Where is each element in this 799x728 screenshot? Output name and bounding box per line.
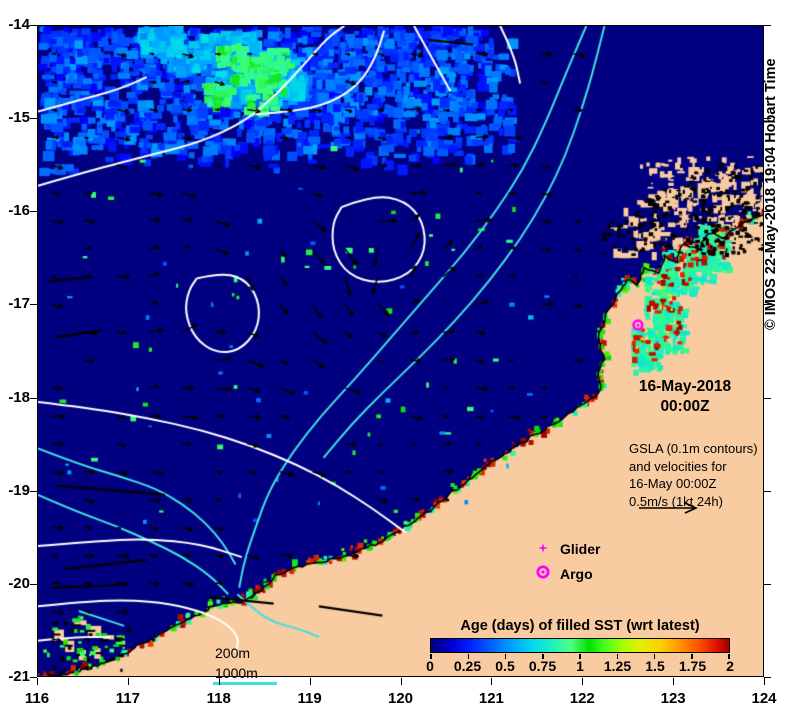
gsla-annotation-block: GSLA (0.1m contours) and velocities for … xyxy=(629,440,758,510)
title-time-line: 00:00Z xyxy=(660,398,710,415)
colorbar-tick-label: 2 xyxy=(726,658,734,674)
depth-contour-line-sample xyxy=(213,682,277,685)
x-axis-label: 117 xyxy=(115,690,140,707)
y-axis-label: -15 xyxy=(8,109,30,127)
title-date-line: 16-May-2018 xyxy=(638,378,732,395)
depth-label-1000m: 1000m xyxy=(215,665,258,681)
colorbar-tick-label: 0.5 xyxy=(495,658,515,674)
y-axis-tick xyxy=(30,490,37,492)
x-axis-label: 118 xyxy=(206,690,231,707)
colorbar-tick xyxy=(691,654,693,659)
copyright-text: © IMOS 22-May-2018 19:04 Hobart Time xyxy=(763,58,779,330)
colorbar-title: Age (days) of filled SST (wrt latest) xyxy=(460,618,700,634)
gsla-line-2: and velocities for xyxy=(629,458,727,474)
y-axis-label: -17 xyxy=(8,295,30,313)
colorbar-tick xyxy=(653,654,656,659)
gsla-line-4: 0.5m/s (1kt 24h) xyxy=(629,493,723,509)
colorbar-tick-labels: 0 0.25 0.5 0.75 1 1.25 1.5 1.75 2 xyxy=(426,658,734,676)
y-axis-tick xyxy=(30,25,37,26)
x-axis-tick xyxy=(673,678,675,685)
y-axis-tick-right xyxy=(764,583,771,585)
legend-label-glider: Glider xyxy=(560,540,601,557)
argo-marker-icon xyxy=(530,565,556,582)
colorbar-tick xyxy=(728,654,730,659)
y-axis-tick xyxy=(30,304,37,306)
map-date-title: 16-May-2018 00:00Z xyxy=(600,377,770,417)
x-axis-label: 119 xyxy=(297,690,322,707)
legend-item-glider: Glider xyxy=(530,536,600,561)
y-axis-tick xyxy=(30,397,37,399)
y-axis-label: -19 xyxy=(8,481,30,499)
x-axis-tick xyxy=(582,678,584,685)
y-axis-tick-right xyxy=(764,211,771,213)
y-axis-label: -20 xyxy=(8,574,30,592)
x-axis-label: 116 xyxy=(24,690,50,707)
legend-label-argo: Argo xyxy=(560,565,593,582)
x-axis-tick xyxy=(491,678,493,685)
colorbar-tick-label: 1 xyxy=(576,658,584,674)
x-axis-tick xyxy=(127,678,129,685)
x-axis-label: 120 xyxy=(387,690,414,707)
x-axis-label: 124 xyxy=(751,690,777,707)
y-axis-tick-right xyxy=(764,397,771,399)
x-axis-tick xyxy=(218,678,220,685)
y-axis-tick-right xyxy=(764,490,771,492)
colorbar-tick xyxy=(467,654,469,659)
x-axis-tick xyxy=(309,678,311,685)
x-axis-tick xyxy=(400,678,402,685)
depth-contour-legend: 200m 1000m xyxy=(215,643,258,683)
colorbar-tick-label: 0 xyxy=(426,658,434,674)
colorbar-tick xyxy=(579,654,581,659)
glider-marker-icon xyxy=(530,541,556,557)
y-axis-tick-right xyxy=(764,677,771,678)
y-axis-label: -16 xyxy=(8,202,30,220)
y-axis-tick xyxy=(30,211,37,213)
colorbar-tick-label: 0.75 xyxy=(528,658,557,674)
colorbar-tick xyxy=(616,654,618,659)
y-axis-tick xyxy=(30,583,37,585)
legend-item-argo: Argo xyxy=(530,561,600,586)
velocity-reference-arrow-icon xyxy=(639,502,698,514)
x-axis-label: 121 xyxy=(478,690,504,707)
y-axis-label: -18 xyxy=(8,388,30,406)
sst-age-map-canvas[interactable] xyxy=(38,26,763,676)
colorbar-tick xyxy=(504,654,507,659)
y-axis-tick-right xyxy=(764,304,771,306)
colorbar-tick-label: 1.25 xyxy=(603,658,632,674)
marker-legend: Glider Argo xyxy=(530,536,600,586)
y-axis-label: -21 xyxy=(8,668,30,685)
x-axis-tick xyxy=(37,678,38,685)
depth-label-200m: 200m xyxy=(215,645,251,661)
y-axis-tick xyxy=(30,677,37,678)
x-axis-label: 123 xyxy=(660,690,686,707)
y-axis-tick-right xyxy=(764,25,771,26)
colorbar-tick-label: 0.25 xyxy=(453,658,482,674)
y-axis-tick xyxy=(30,118,37,120)
y-axis-tick-right xyxy=(764,118,771,120)
colorbar-tick-label: 1.5 xyxy=(645,658,665,674)
colorbar-tick xyxy=(542,654,544,659)
gsla-line-3: 16-May 00:00Z xyxy=(629,476,717,491)
gsla-line-1: GSLA (0.1m contours) xyxy=(629,441,758,456)
y-axis-label: -14 xyxy=(8,16,30,33)
colorbar-tick-label: 1.75 xyxy=(678,658,707,674)
colorbar-tick xyxy=(430,654,432,659)
map-plot-area[interactable] xyxy=(37,25,764,677)
x-axis-label: 122 xyxy=(569,690,595,707)
colorbar-gradient[interactable] xyxy=(430,638,730,659)
x-axis-tick xyxy=(764,678,765,685)
